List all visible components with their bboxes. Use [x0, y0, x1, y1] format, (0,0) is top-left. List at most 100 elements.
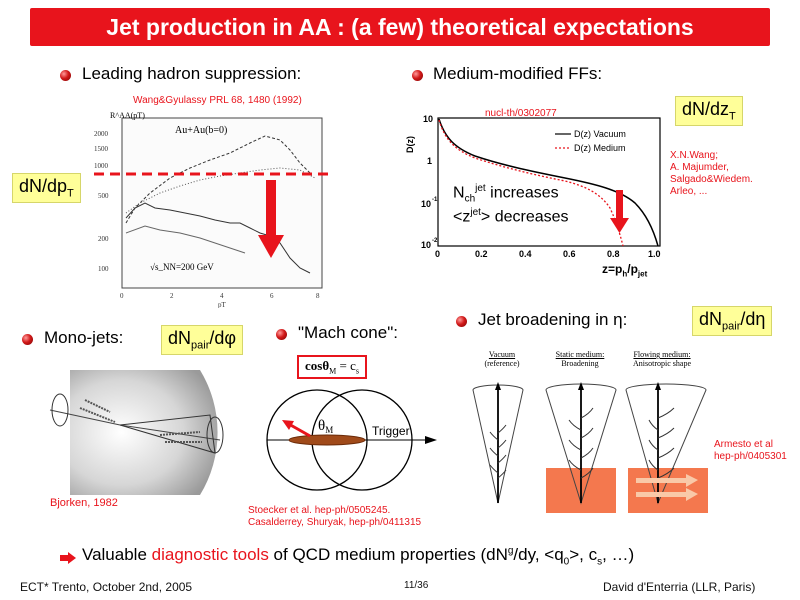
mach-formula-sub: M [329, 366, 337, 376]
box-dndeta-main: dN [699, 309, 723, 329]
curve-lower-steps [125, 225, 246, 254]
box-dndzt-sub: T [729, 110, 736, 123]
dz-x-tick: 1.0 [648, 249, 661, 259]
mono-jet-figure [49, 370, 224, 495]
x-tick: 4 [220, 292, 224, 300]
bottom-g: g [507, 545, 514, 557]
mach-formula-main: cosθ [305, 358, 330, 373]
ref-wang-gyulassy: Wang&Gyulassy PRL 68, 1480 (1992) [133, 95, 302, 106]
dz-xlabel-sub1: h [622, 269, 628, 279]
box-dndphi-main: dN [168, 328, 192, 348]
side-ref-line: A. Majumder, [670, 162, 729, 173]
raa-plot: R^AA(pT) 2000 1500 1000 500 200 100 0 2 … [90, 111, 330, 308]
broad-col-title: Flowing medium: [633, 350, 691, 359]
broad-col-subtitle: Broadening [561, 359, 599, 368]
side-ref-line: Salgado&Wiedem. [670, 174, 753, 185]
dz-y-tick: 10 [423, 114, 433, 124]
red-arrow-shaft [266, 180, 276, 235]
x-axis-label: pT [218, 301, 227, 308]
x-tick: 0 [120, 292, 124, 300]
box-dndphi-sub: pair [191, 339, 210, 352]
dz-x-tick: 0.4 [519, 249, 532, 259]
broad-col-static: Static medium: Broadening [545, 350, 615, 368]
note-nch-pre: N [453, 184, 465, 202]
y-tick: 1500 [94, 145, 109, 153]
curve-solid-steps [125, 202, 311, 274]
red-arrow-head [610, 218, 629, 233]
ref-bjorken: Bjorken, 1982 [50, 497, 118, 509]
trigger-label: Trigger [372, 424, 410, 438]
box-dndpt-sub: T [67, 187, 74, 200]
bullet-icon [456, 316, 467, 327]
dz-ylabel: D(z) [405, 136, 415, 153]
x-tick: 6 [270, 292, 274, 300]
mach-formula-post: = c [336, 358, 356, 373]
bullet-icon [60, 70, 71, 81]
mach-formula: cosθM = cs [297, 355, 367, 379]
arrow-bullet-icon [60, 551, 76, 564]
dz-y-tick-exp: -2 [432, 238, 438, 244]
broad-col-vacuum: Vacuum (reference) [472, 350, 532, 368]
dz-x-tick: 0.8 [607, 249, 620, 259]
red-arrow-head [258, 235, 284, 258]
heading-leading-hadron: Leading hadron suppression: [82, 64, 302, 83]
bottom-post3: >, c [569, 545, 598, 564]
broad-col-subtitle: (reference) [484, 359, 520, 368]
mach-ref-line: Stoecker et al. hep-ph/0505245. [248, 505, 391, 516]
mach-ref-line: Casalderrey, Shuryak, hep-ph/0411315 [248, 517, 422, 528]
bottom-pre: Valuable [82, 545, 152, 564]
broad-col-title: Static medium: [555, 350, 605, 359]
bottom-statement: Valuable diagnostic tools of QCD medium … [82, 545, 634, 567]
broad-ref-line: hep-ph/0405301 [714, 451, 787, 462]
mach-cone-diagram: θM Trigger [266, 389, 437, 491]
footer-left: ECT* Trento, October 2nd, 2005 [20, 580, 193, 594]
plot-energy: √s_NN=200 GeV [150, 262, 214, 272]
note-nch: Nchjet increases [453, 183, 559, 205]
dz-y-tick: 10 [421, 199, 431, 209]
footer-right: David d'Enterria (LLR, Paris) [603, 580, 756, 594]
heading-mach-cone: "Mach cone": [298, 323, 398, 342]
dz-xlabel-sub2: jet [637, 269, 648, 279]
dz-y-tick-exp: -1 [432, 197, 438, 203]
broad-refs: Armesto et al hep-ph/0405301 [714, 439, 787, 463]
bottom-post4: , …) [602, 545, 635, 564]
box-dndzt: dN/dzT [675, 96, 743, 126]
note-zjet: <zjet> decreases [453, 207, 569, 226]
bottom-post2: /dy, <q [513, 545, 564, 564]
mach-refs: Stoecker et al. hep-ph/0505245. Casalder… [248, 505, 421, 529]
dz-xlabel-mid: /p [627, 262, 638, 276]
slide-title: Jet production in AA : (a few) theoretic… [30, 8, 770, 46]
box-dndpt-main: dN/dp [19, 176, 68, 196]
side-ref-line: Arleo, ... [670, 186, 708, 197]
mach-formula-sub2: s [355, 366, 359, 376]
raa-ylabel: R^AA(pT) [110, 111, 145, 120]
heading-jet-broadening: Jet broadening in η: [478, 310, 628, 329]
bottom-q0: 0 [563, 556, 570, 568]
heading-mono-jets: Mono-jets: [44, 328, 124, 347]
box-dndzt-main: dN/dz [682, 99, 730, 119]
curve-dotted-middle [125, 167, 316, 214]
y-tick: 500 [98, 192, 109, 200]
box-dndpt: dN/dpT [12, 173, 81, 203]
curve-vacuum [438, 118, 659, 247]
plot-legend: Au+Au(b=0) [175, 125, 227, 136]
y-tick: 1000 [94, 162, 109, 170]
y-tick: 100 [98, 265, 109, 273]
x-tick: 8 [316, 292, 320, 300]
bottom-post: of QCD medium properties (dN [268, 545, 508, 564]
dz-plot: D(z) 10 1 10 -1 10 -2 0 0.2 0.4 0.6 0.8 … [405, 108, 661, 259]
bullet-icon [22, 334, 33, 345]
footer-page: 11/36 [404, 580, 429, 591]
heading-medium-ffs: Medium-modified FFs: [433, 64, 603, 83]
dz-xlabel-main: z=p [602, 262, 623, 276]
dz-y-tick: 1 [427, 156, 432, 166]
note-zjet-post: > decreases [480, 208, 569, 226]
note-zjet-pre: <z [453, 208, 471, 226]
box-dndphi: dNpair/dφ [161, 325, 244, 355]
broad-col-flowing: Flowing medium: Anisotropic shape [622, 350, 702, 368]
broad-col-subtitle: Anisotropic shape [633, 359, 691, 368]
dz-xlabel: z=ph/pjet [602, 262, 647, 278]
curve-dashed-upper [125, 135, 311, 224]
y-tick: 2000 [94, 130, 109, 138]
y-tick: 200 [98, 235, 109, 243]
